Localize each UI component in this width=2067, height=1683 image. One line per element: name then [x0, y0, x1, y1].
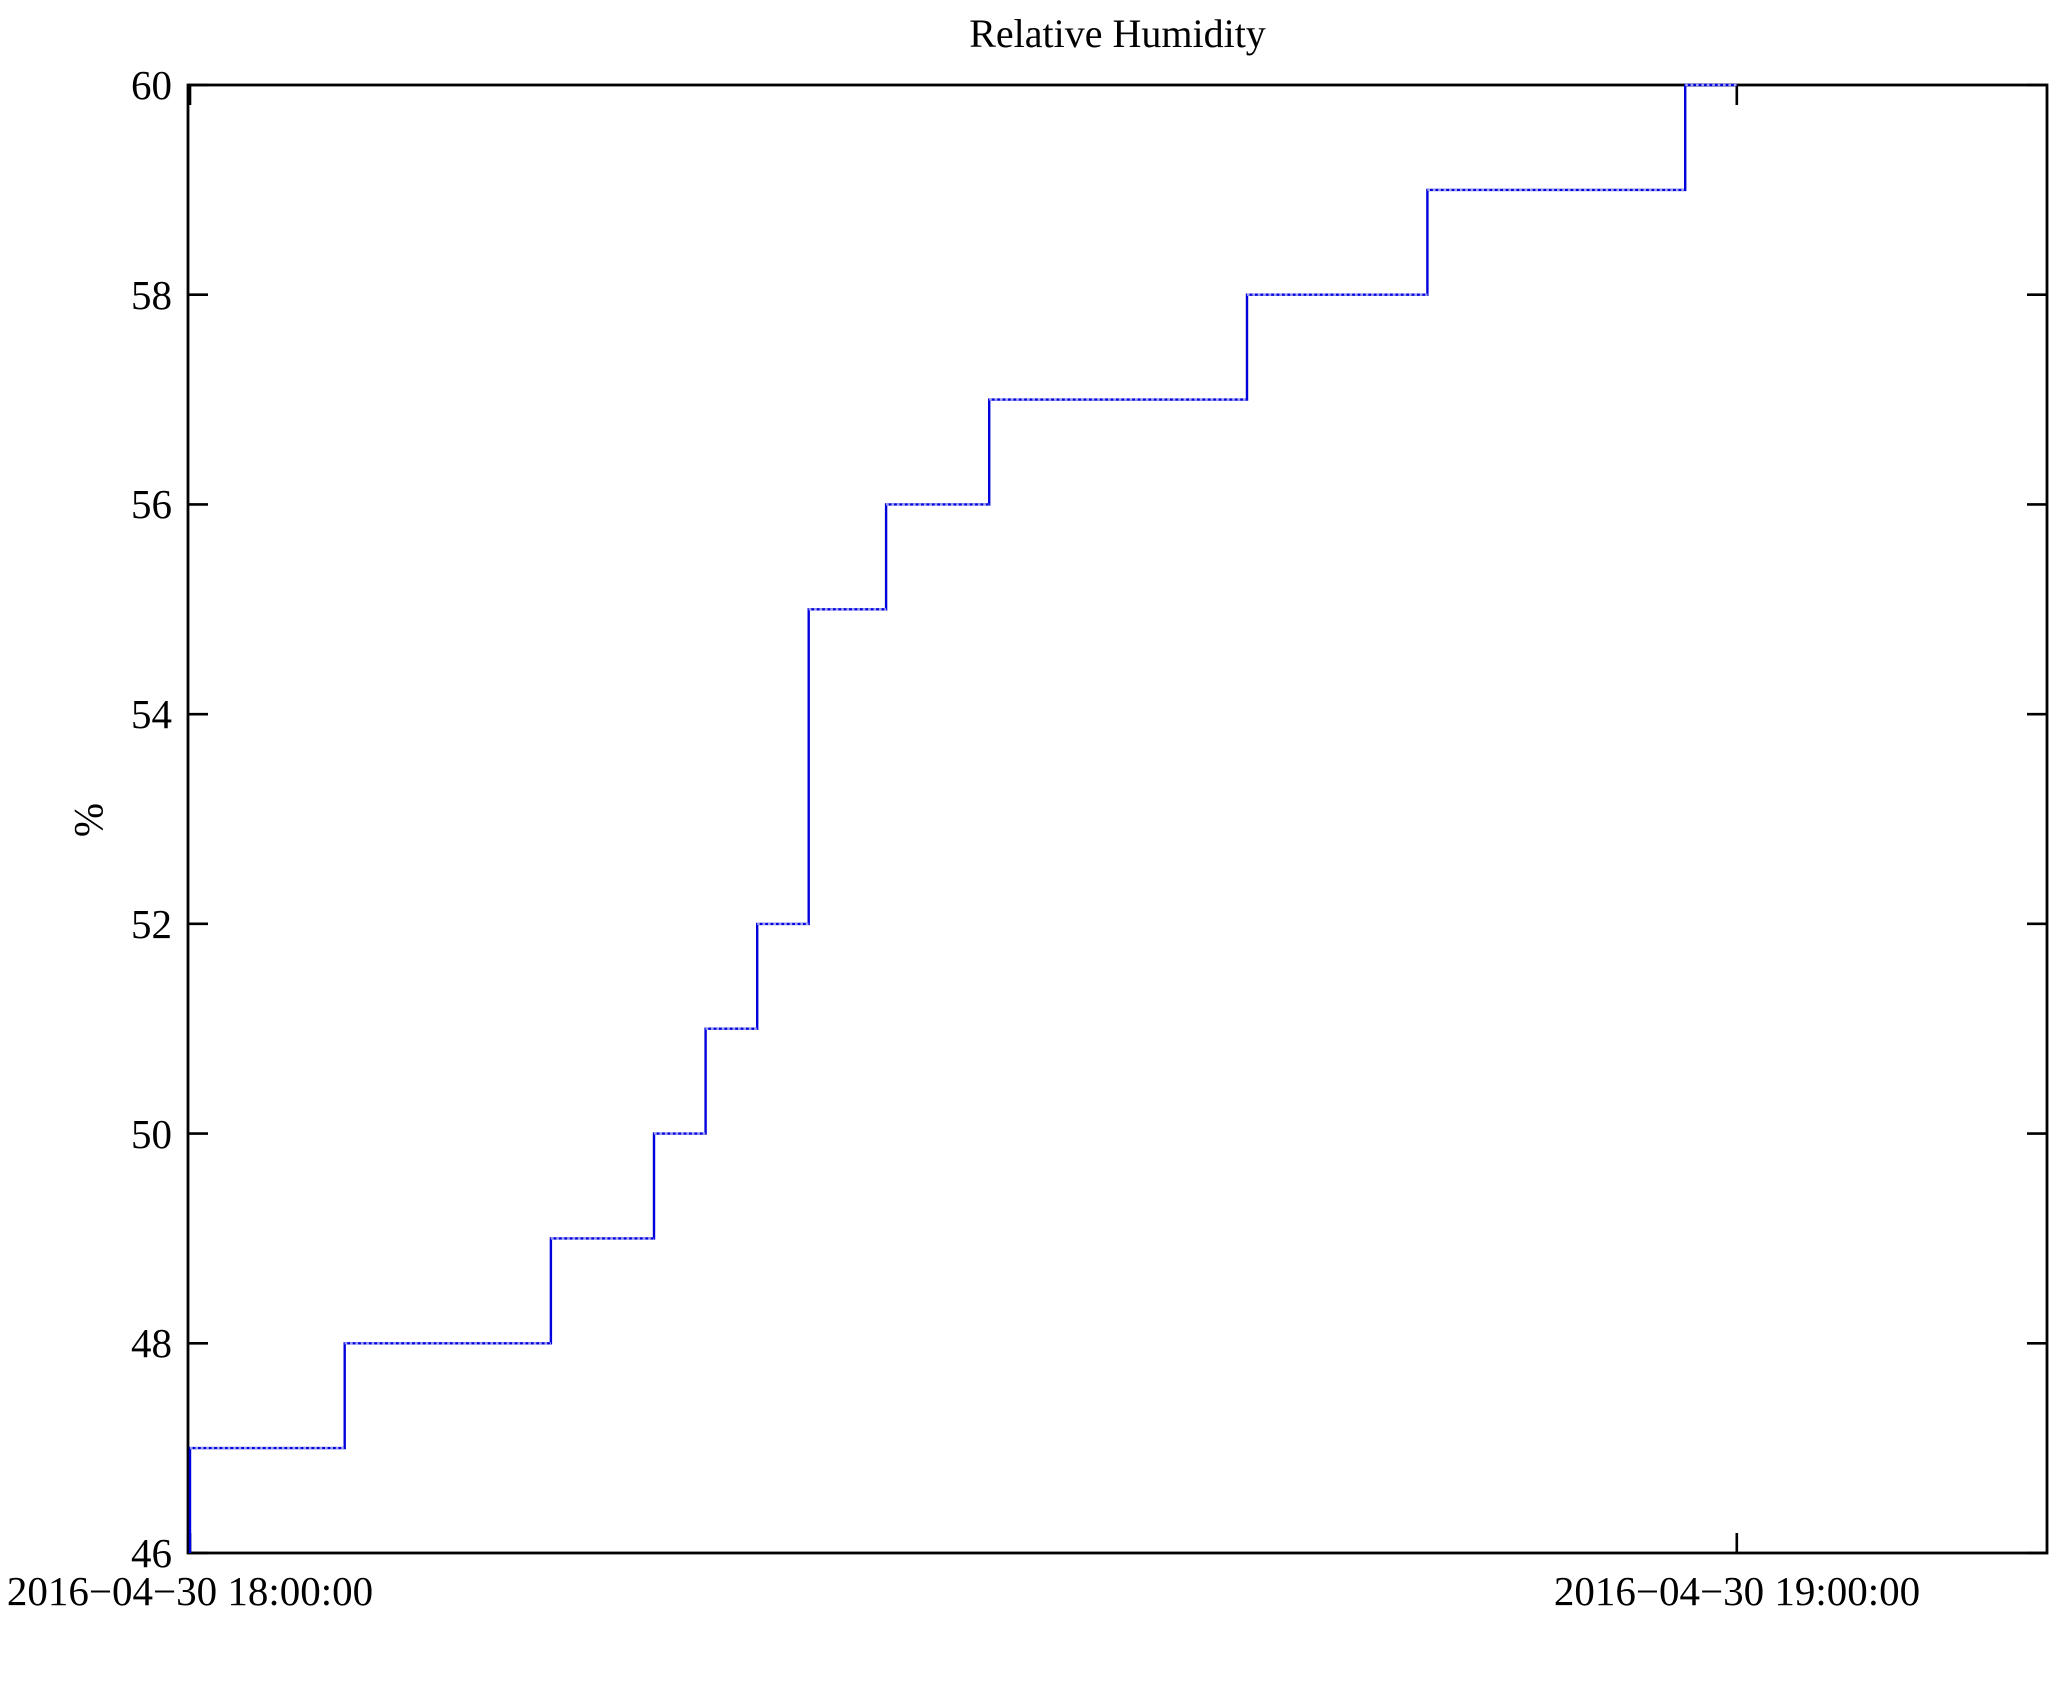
- y-tick-label: 60: [131, 62, 172, 108]
- y-tick-label: 58: [131, 271, 172, 318]
- x-tick-label-end: 2016−04−30 19:00:00: [1553, 1568, 1921, 1614]
- x-tick-label-start: 2016−04−30 18:00:00: [6, 1568, 374, 1614]
- chart-title: Relative Humidity: [969, 11, 1266, 56]
- y-tick-label: 48: [131, 1320, 172, 1367]
- y-axis-label: %: [65, 802, 111, 838]
- humidity-step-line: [188, 83, 1737, 1553]
- y-tick-label: 56: [131, 481, 172, 528]
- y-tick-label: 52: [131, 900, 172, 947]
- y-tick-label: 54: [131, 691, 172, 738]
- y-tick-label: 46: [131, 1530, 172, 1576]
- plot-frame: [186, 83, 2049, 1555]
- y-tick-label: 50: [131, 1110, 172, 1157]
